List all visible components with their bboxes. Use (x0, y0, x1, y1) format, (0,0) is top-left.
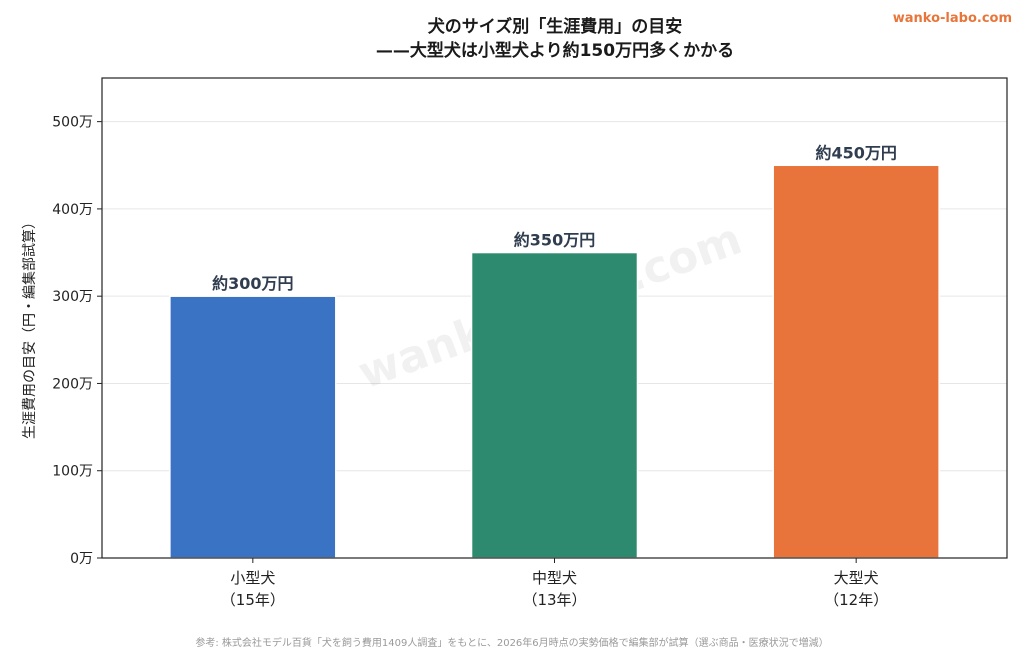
y-tick-label: 100万 (52, 464, 93, 480)
y-tick-label: 300万 (52, 289, 93, 305)
y-tick-label: 400万 (52, 202, 93, 218)
footnote: 参考: 株式会社モデル百貨「犬を飼う費用1409人調査」をもとに、2026年6月… (195, 636, 828, 649)
bar (772, 164, 940, 559)
data-label: 約350万円 (514, 231, 595, 250)
data-label: 約450万円 (815, 143, 896, 162)
bar (470, 251, 639, 559)
x-tick-label: 中型犬 (532, 569, 577, 587)
bar (169, 295, 337, 559)
y-axis-label: 生涯費用の目安（円・編集部試算） (21, 215, 38, 439)
y-tick-label: 0万 (70, 551, 93, 567)
x-axis: 小型犬 （15年） 中型犬 （13年） 大型犬 （12年） (221, 558, 888, 609)
bars-group: 約300万円 約350万円 約450万円 (169, 143, 940, 559)
chart-title: 犬のサイズ別「生涯費用」の目安 (428, 16, 683, 37)
x-tick-sublabel: （13年） (522, 591, 586, 609)
brand-label: wanko-labo.com (893, 11, 1012, 26)
y-tick-label: 200万 (52, 376, 93, 392)
x-tick-label: 小型犬 (230, 569, 275, 587)
x-tick-sublabel: （12年） (824, 591, 888, 609)
y-tick-label: 500万 (52, 115, 93, 131)
x-tick-sublabel: （15年） (221, 591, 285, 609)
y-axis: 0万 100万 200万 300万 400万 500万 (52, 115, 102, 567)
x-tick-label: 大型犬 (834, 569, 879, 587)
chart-subtitle: ——大型犬は小型犬より約150万円多くかかる (376, 40, 734, 61)
data-label: 約300万円 (212, 274, 293, 293)
